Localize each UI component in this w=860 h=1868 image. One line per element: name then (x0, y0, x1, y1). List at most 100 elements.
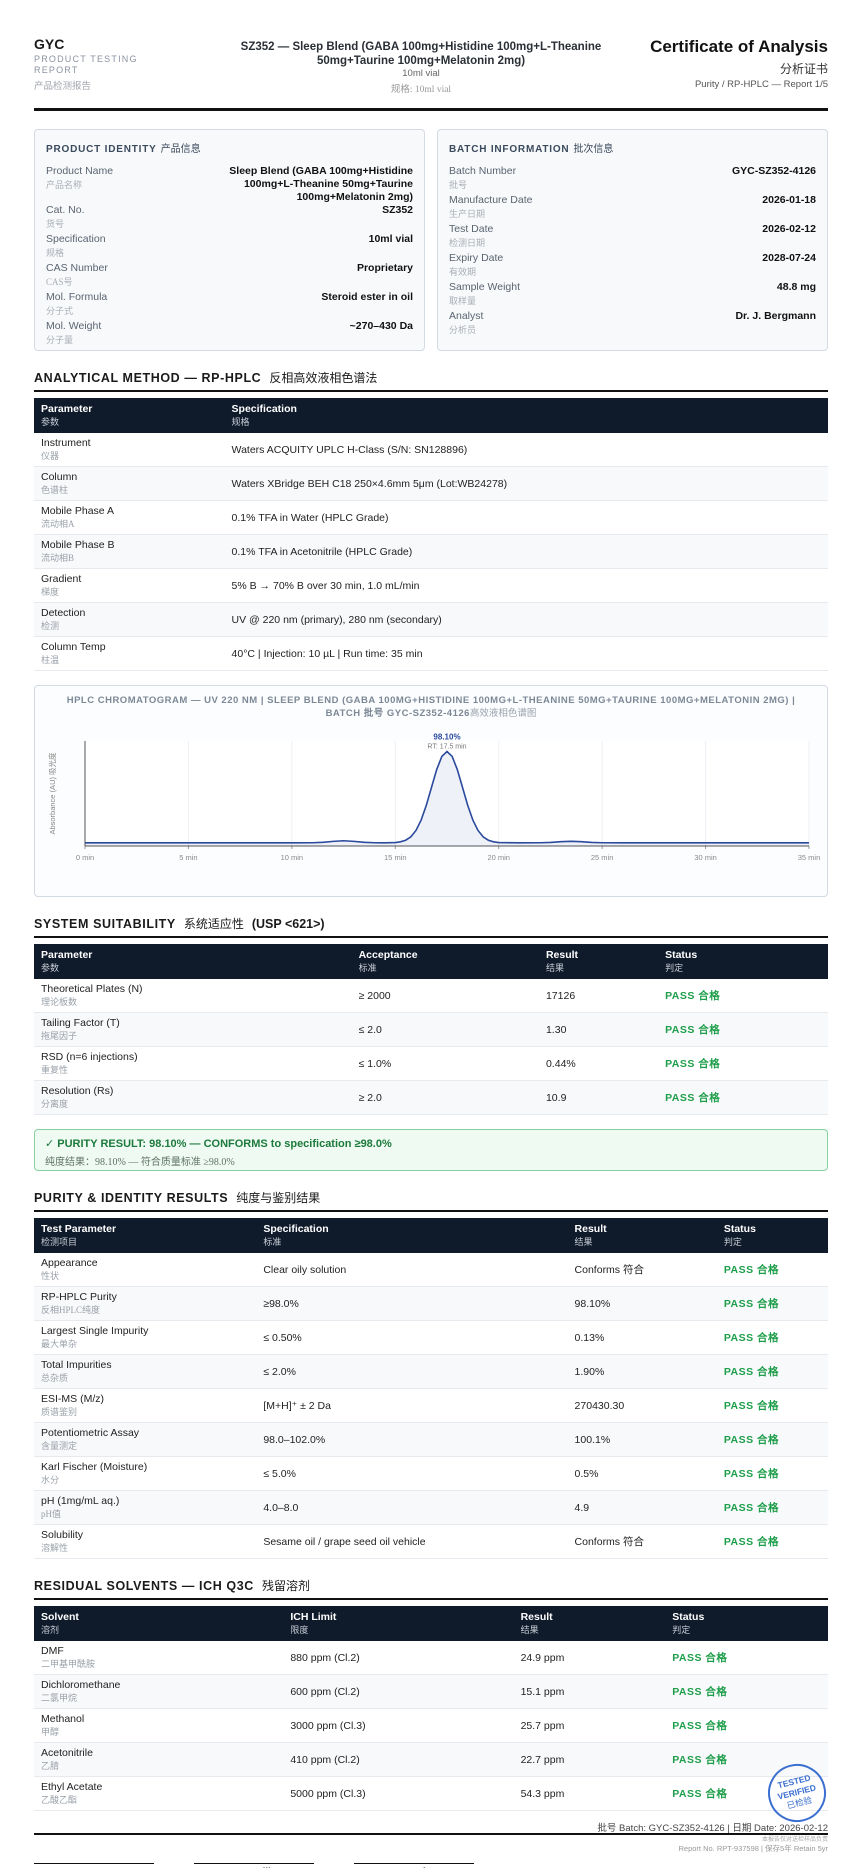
cell: 100.1% (567, 1422, 717, 1457)
header-cell: Status 判定 (716, 1218, 828, 1253)
cell: ≥ 2000 (351, 979, 539, 1013)
param-en: Instrument (41, 437, 91, 449)
param-cell: DMF 二甲基甲酰胺 (34, 1641, 284, 1675)
label-cn: 货号 (46, 219, 65, 229)
info-label: Analyst 分析员 (449, 310, 483, 339)
param-cn: 拖尾因子 (41, 1031, 78, 1041)
header-cn: 判定 (723, 1237, 742, 1247)
cert-sub: Purity / RP-HPLC — Report 1/5 (694, 79, 828, 90)
param-cn: 流动相A (41, 519, 75, 529)
param-cell: Gradient 梯度 (34, 568, 225, 603)
info-row: CAS Number CAS号 Proprietary (46, 262, 413, 291)
cell: 0.44% (538, 1046, 659, 1081)
param-cell: Dichloromethane 二氯甲烷 (34, 1674, 284, 1709)
section-title: RESIDUAL SOLVENTS — ICH Q3C (34, 1579, 254, 1593)
section-title-cn: 反相高效液相色谱法 (269, 371, 378, 385)
chart-title-en: HPLC CHROMATOGRAM — UV 220 NM | SLEEP BL… (66, 695, 796, 719)
param-en: Detection (41, 607, 86, 619)
x-tick-label: 30 min (694, 853, 717, 862)
chromatogram-box: HPLC CHROMATOGRAM — UV 220 NM | SLEEP BL… (34, 685, 828, 897)
header-cn: 参数 (41, 963, 60, 973)
row: Ethyl Acetate 乙酸乙酯 5000 ppm (Cl.3) 54.3 ppm… (34, 1776, 828, 1811)
cell: 3000 ppm (Cl.3) (283, 1708, 514, 1743)
param-en: Theoretical Plates (N) (41, 983, 143, 995)
status-cell: PASS 合格 (716, 1253, 828, 1287)
info-label: Specification 规格 (46, 233, 106, 262)
info-row: Expiry Date 有效期 2028-07-24 (449, 252, 816, 281)
cell: ≥ 2.0 (351, 1080, 539, 1115)
header-en: Specification (231, 403, 297, 415)
cell: Conforms 符合 (567, 1253, 717, 1287)
param-en: Methanol (41, 1713, 85, 1725)
info-row: Test Date 检测日期 2026-02-12 (449, 223, 816, 252)
header: GYC PRODUCT TESTING REPORT 产品检测报告 SZ352 — S… (34, 36, 828, 108)
label-cn: 分子量 (46, 335, 74, 345)
status-cell: PASS 合格 (716, 1422, 828, 1457)
box-title-cn: 批次信息 (573, 144, 614, 155)
header-en: Result (545, 949, 579, 961)
header-en: Status (672, 1611, 705, 1623)
cell: 24.9 ppm (513, 1641, 666, 1675)
section-heading: ANALYTICAL METHOD — RP-HPLC 反相高效液相色谱法 (34, 369, 828, 392)
purity-result-cn: 纯度结果：98.10% — 符合质量标准 ≥98.0% (45, 1157, 235, 1168)
row: Mobile Phase A 流动相A 0.1% TFA in Water (HPL… (34, 500, 828, 535)
header-cell: Specification 规格 (224, 398, 828, 433)
info-value: 10ml vial (368, 233, 413, 245)
param-en: Ethyl Acetate (41, 1781, 103, 1793)
param-cn: 重复性 (41, 1065, 69, 1075)
status-cell: PASS 合格 (716, 1524, 828, 1559)
x-tick-label: 35 min (798, 853, 821, 862)
header-en: Status (723, 1223, 756, 1235)
row: Column Temp 柱温 40°C | Injection: 10 µL | R… (34, 636, 828, 671)
cell: ≥98.0% (256, 1286, 568, 1321)
param-cn: 理论板数 (41, 997, 78, 1007)
header-en: Parameter (41, 403, 93, 415)
peak-area (85, 751, 809, 846)
y-axis-label: Absorbance (AU) 吸光度 (47, 752, 57, 835)
box-title-en: PRODUCT IDENTITY (46, 144, 157, 155)
cell: 0.1% TFA in Water (HPLC Grade) (224, 500, 828, 535)
status-cell: PASS 合格 (658, 1080, 828, 1115)
info-row: Mol. Weight 分子量 ~270–430 Da (46, 320, 413, 349)
label-cn: 分子式 (46, 306, 74, 316)
row: Detection 检测 UV @ 220 nm (primary), 280 nm… (34, 602, 828, 637)
cell: ≤ 1.0% (351, 1046, 539, 1081)
cell: 4.9 (567, 1490, 717, 1525)
info-value: Dr. J. Bergmann (735, 310, 816, 322)
tbody: Instrument 仪器 Waters ACQUITY UPLC H-Class … (34, 433, 828, 671)
x-tick-label: 15 min (384, 853, 407, 862)
row: Instrument 仪器 Waters ACQUITY UPLC H-Class … (34, 433, 828, 467)
info-value: 2026-02-12 (762, 223, 816, 235)
header-cell: Parameter 参数 (34, 398, 225, 433)
header-cn: 参数 (41, 417, 60, 427)
chromatogram-line (85, 750, 809, 844)
param-cn: 水分 (41, 1475, 60, 1485)
param-cell: Methanol 甲醇 (34, 1708, 284, 1743)
label-en: Sample Weight (449, 281, 521, 293)
info-value: ~270–430 Da (349, 320, 413, 332)
row: Karl Fischer (Moisture) 水分 ≤ 5.0% 0.5% PASS … (34, 1456, 828, 1491)
param-en: Solubility (41, 1529, 84, 1541)
product-title: SZ352 — Sleep Blend (GABA 100mg+Histidin… (240, 41, 602, 67)
param-cell: Column Temp 柱温 (34, 636, 225, 671)
label-cn: 分析员 (449, 325, 477, 335)
thead: Solvent 溶剂 ICH Limit 限度 Result 结果 Status 判定 (34, 1606, 828, 1641)
label-en: Mol. Formula (46, 291, 108, 303)
param-en: RSD (n=6 injections) (41, 1051, 138, 1063)
cell: Waters ACQUITY UPLC H-Class (S/N: SN1288… (224, 433, 828, 467)
x-tick-label: 25 min (591, 853, 614, 862)
label-en: Expiry Date (449, 252, 504, 264)
signature: Dr. E. ChenQA Director 质量主管QA-9815 (354, 1863, 474, 1868)
param-cell: Largest Single Impurity 最大单杂 (34, 1320, 257, 1355)
label-cn: CAS号 (46, 277, 73, 287)
section-title: PURITY & IDENTITY RESULTS (34, 1191, 229, 1205)
cert-title: Certificate of Analysis (650, 37, 828, 56)
cell: 410 ppm (Cl.2) (283, 1742, 514, 1777)
header-cell: Result 结果 (513, 1606, 666, 1641)
header-cn: 结果 (574, 1237, 593, 1247)
purity-result: ✓ PURITY RESULT: 98.10% — CONFORMS to sp… (34, 1129, 828, 1171)
header-cell: Result 结果 (538, 944, 659, 979)
header-row: Solvent 溶剂 ICH Limit 限度 Result 结果 Status 判定 (34, 1606, 828, 1641)
param-en: Mobile Phase A (41, 505, 114, 517)
